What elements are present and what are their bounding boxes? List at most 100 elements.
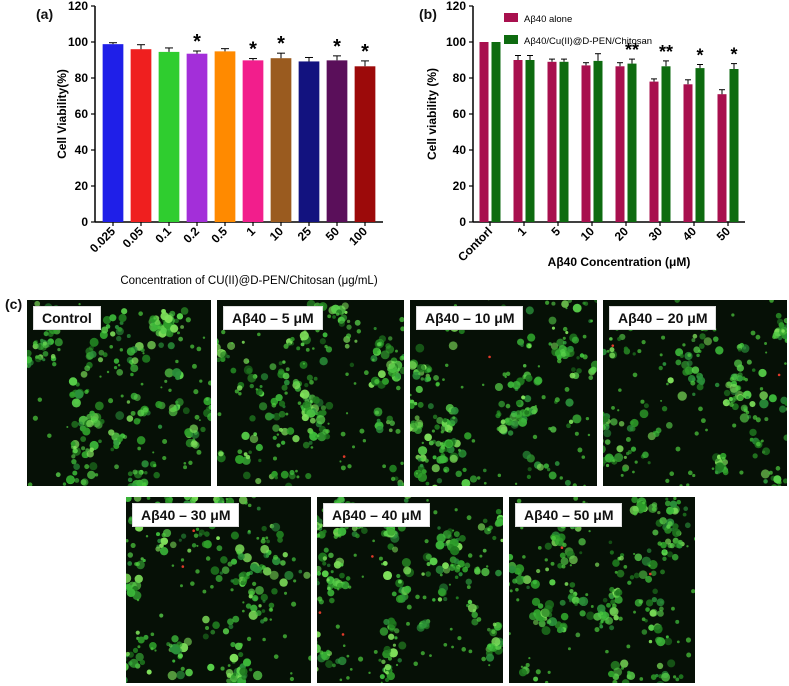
cell <box>78 302 81 306</box>
cell <box>550 561 555 566</box>
cell <box>415 385 423 394</box>
cell <box>202 589 207 594</box>
cell <box>84 464 90 470</box>
cell <box>531 597 541 606</box>
cell <box>193 533 199 538</box>
cell <box>291 557 296 562</box>
cell <box>322 529 327 534</box>
cell <box>258 604 262 608</box>
cell <box>583 301 589 306</box>
cell <box>401 558 411 568</box>
cell <box>585 593 589 597</box>
cell <box>605 616 614 625</box>
cell <box>345 372 349 376</box>
cell <box>388 364 398 374</box>
cell <box>551 326 556 330</box>
cell <box>616 569 625 578</box>
cell <box>215 575 223 583</box>
cell <box>548 426 552 431</box>
significance-marker: * <box>730 45 737 65</box>
cell <box>133 497 142 502</box>
cell <box>126 539 129 543</box>
cell <box>691 377 696 382</box>
cell <box>633 552 636 556</box>
significance-marker: * <box>696 46 703 66</box>
cell <box>285 367 290 372</box>
cell <box>694 431 699 436</box>
cell <box>116 368 124 376</box>
cell <box>302 400 311 409</box>
cell <box>429 654 432 658</box>
cell <box>609 586 615 593</box>
bar <box>354 66 376 222</box>
cell <box>448 583 451 586</box>
cell <box>633 610 637 614</box>
cell <box>514 564 525 574</box>
chart-a: 0 20 40 60 80 100 120 0.025 0.05 0.1 0.2 * 0.5 1 * 10 * 2… <box>55 0 383 287</box>
cell <box>703 337 712 346</box>
cell <box>432 414 438 420</box>
cell <box>648 564 651 567</box>
cell <box>676 640 680 644</box>
cell <box>664 500 671 507</box>
cell <box>551 301 556 306</box>
cell <box>319 650 324 655</box>
cell <box>383 645 392 654</box>
cell <box>190 344 195 349</box>
bar <box>186 53 208 223</box>
cell <box>212 621 220 630</box>
cell <box>623 455 627 460</box>
cell <box>69 391 76 399</box>
cell <box>778 480 782 485</box>
cell <box>609 594 615 600</box>
cell <box>159 613 164 618</box>
cell <box>140 348 145 353</box>
cell <box>345 412 349 415</box>
cell <box>700 418 706 424</box>
cell <box>495 518 503 527</box>
cell <box>564 386 570 392</box>
cell <box>241 340 245 344</box>
cell <box>325 660 334 669</box>
cell <box>110 331 116 337</box>
cell <box>759 387 764 391</box>
cell <box>248 610 258 620</box>
cell <box>73 445 77 450</box>
cell <box>271 402 277 408</box>
cell <box>273 654 279 659</box>
cell <box>633 572 640 579</box>
cell <box>693 346 701 354</box>
cell <box>646 548 652 554</box>
cell <box>484 527 492 535</box>
cell <box>666 382 669 386</box>
cell <box>244 501 248 505</box>
cell <box>202 615 210 624</box>
cell <box>464 562 471 569</box>
dead-cell <box>488 355 491 359</box>
cell <box>583 484 586 486</box>
cell <box>183 497 192 501</box>
cell <box>667 659 676 668</box>
cell <box>435 540 445 550</box>
cell <box>383 618 390 626</box>
cell <box>50 354 56 359</box>
cell <box>78 421 83 427</box>
cell <box>113 439 120 446</box>
cell <box>162 456 167 461</box>
micrograph-abeta-30um: Aβ40 – 30 μM <box>126 497 311 683</box>
cell <box>339 460 342 463</box>
cell <box>588 375 594 381</box>
cell <box>400 326 404 332</box>
cell <box>651 506 657 512</box>
cell <box>744 377 748 382</box>
cell <box>625 436 631 442</box>
cell <box>154 649 157 652</box>
cell <box>230 558 238 565</box>
cell <box>488 664 491 667</box>
cell <box>217 412 222 417</box>
cell <box>590 319 594 323</box>
bar <box>326 60 348 222</box>
cell <box>599 624 604 629</box>
cell <box>534 405 537 408</box>
cell <box>130 542 136 548</box>
